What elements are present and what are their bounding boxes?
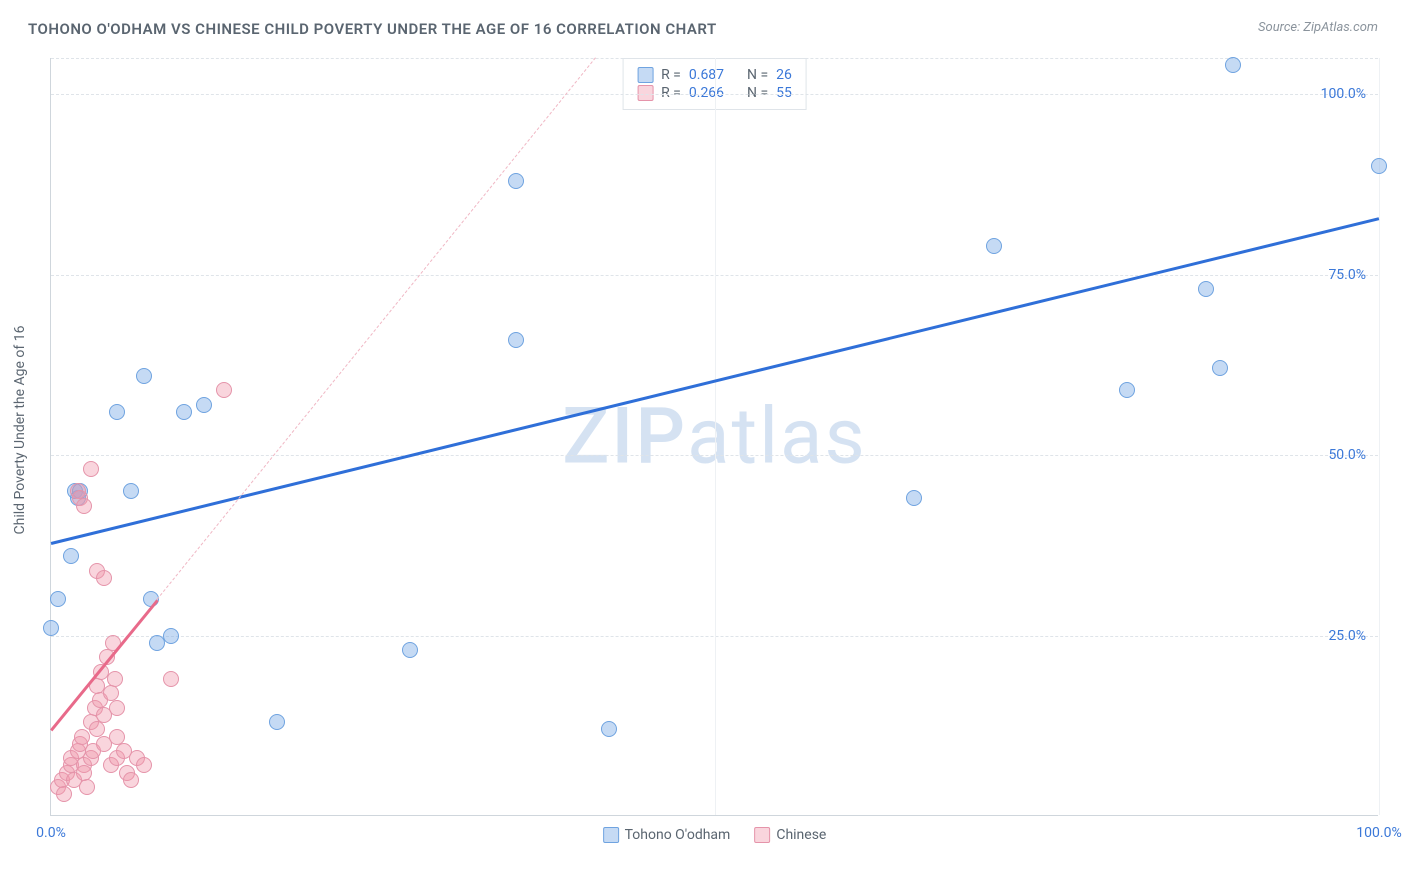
scatter-point xyxy=(74,729,90,745)
scatter-point xyxy=(508,173,524,189)
y-axis-label: Child Poverty Under the Age of 16 xyxy=(12,326,28,535)
n-value-1: 26 xyxy=(776,67,792,83)
legend-label-tohono: Tohono O'odham xyxy=(625,827,731,843)
scatter-point xyxy=(1371,158,1387,174)
y-tick-label: 25.0% xyxy=(1328,628,1366,644)
scatter-point xyxy=(83,461,99,477)
scatter-point xyxy=(79,779,95,795)
trend-line-extended xyxy=(157,58,596,600)
scatter-point xyxy=(136,368,152,384)
scatter-point xyxy=(269,714,285,730)
x-tick-label: 100.0% xyxy=(1356,825,1401,841)
scatter-point xyxy=(1119,382,1135,398)
n-value-2: 55 xyxy=(776,85,792,101)
source-label: Source: ZipAtlas.com xyxy=(1258,20,1378,35)
n-label: N = xyxy=(747,67,768,83)
scatter-point xyxy=(163,671,179,687)
scatter-point xyxy=(107,671,123,687)
scatter-point xyxy=(508,332,524,348)
scatter-point xyxy=(56,786,72,802)
scatter-point xyxy=(123,772,139,788)
scatter-point xyxy=(76,765,92,781)
legend-item-chinese: Chinese xyxy=(754,827,826,843)
scatter-point xyxy=(63,548,79,564)
r-label: R = xyxy=(661,85,681,101)
scatter-point xyxy=(149,635,165,651)
r-label: R = xyxy=(661,67,681,83)
y-tick-label: 50.0% xyxy=(1328,447,1366,463)
watermark-zip: ZIP xyxy=(562,391,687,482)
swatch-tohono-icon xyxy=(637,67,653,83)
swatch-chinese-icon xyxy=(637,85,653,101)
scatter-point xyxy=(136,757,152,773)
y-tick-label: 75.0% xyxy=(1328,267,1366,283)
r-value-1: 0.687 xyxy=(689,67,724,83)
scatter-point xyxy=(96,570,112,586)
scatter-point xyxy=(196,397,212,413)
x-tick-label: 0.0% xyxy=(36,825,66,841)
scatter-point xyxy=(109,700,125,716)
scatter-point xyxy=(109,404,125,420)
scatter-point xyxy=(1212,360,1228,376)
scatter-point xyxy=(50,591,66,607)
scatter-point xyxy=(601,721,617,737)
legend-series: Tohono O'odham Chinese xyxy=(603,827,827,843)
scatter-point xyxy=(1225,57,1241,73)
gridline-v xyxy=(715,58,716,815)
y-tick-label: 100.0% xyxy=(1321,86,1366,102)
plot-area: ZIPatlas R = 0.687 N = 26 R = 0.266 N = … xyxy=(50,58,1378,816)
scatter-point xyxy=(43,620,59,636)
chart-title: TOHONO O'ODHAM VS CHINESE CHILD POVERTY … xyxy=(28,20,717,38)
n-label: N = xyxy=(747,85,768,101)
scatter-point xyxy=(402,642,418,658)
scatter-point xyxy=(906,490,922,506)
scatter-point xyxy=(216,382,232,398)
scatter-point xyxy=(176,404,192,420)
swatch-chinese-icon xyxy=(754,827,770,843)
legend-label-chinese: Chinese xyxy=(776,827,826,843)
legend-item-tohono: Tohono O'odham xyxy=(603,827,731,843)
scatter-point xyxy=(1198,281,1214,297)
scatter-point xyxy=(76,498,92,514)
r-value-2: 0.266 xyxy=(689,85,724,101)
scatter-point xyxy=(986,238,1002,254)
scatter-point xyxy=(123,483,139,499)
swatch-tohono-icon xyxy=(603,827,619,843)
